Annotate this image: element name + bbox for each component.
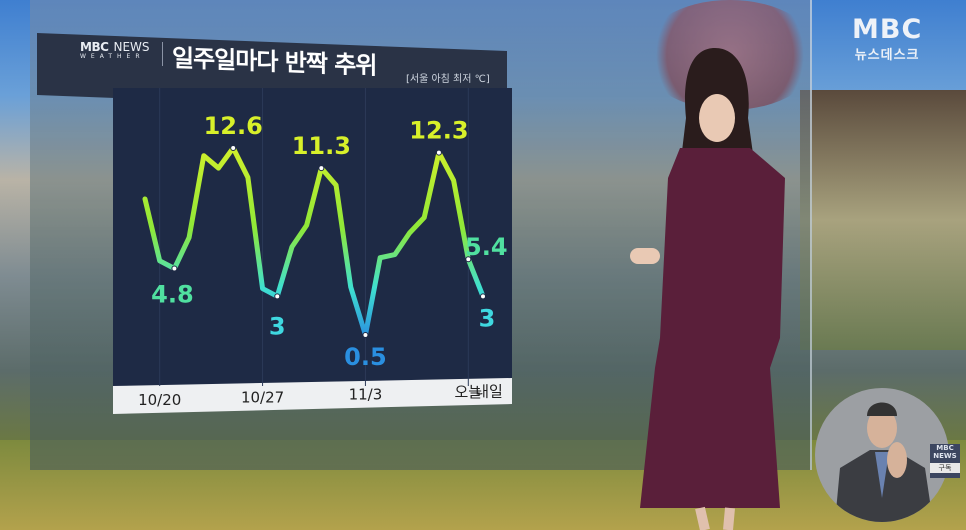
mbc-news-subscribe-badge[interactable]: MBC NEWS 구독 bbox=[930, 444, 960, 478]
weather-presenter bbox=[630, 48, 785, 530]
data-label: 4.8 bbox=[151, 281, 194, 309]
subscribe-button[interactable]: 구독 bbox=[930, 463, 960, 473]
annotated-point bbox=[318, 165, 325, 172]
mbc-news-weather-logo: MBC NEWS WEATHER bbox=[80, 36, 150, 60]
x-tick-label: 내일 bbox=[475, 383, 503, 401]
logo-news: NEWS bbox=[113, 40, 150, 54]
data-label: 12.6 bbox=[204, 112, 263, 140]
temperature-series-line bbox=[142, 145, 486, 338]
x-tick-label: 10/20 bbox=[138, 391, 181, 409]
badge-news: NEWS bbox=[933, 452, 957, 460]
annotated-point bbox=[362, 331, 369, 338]
data-label: 3 bbox=[479, 304, 496, 332]
annotated-point bbox=[435, 149, 442, 156]
x-tick-label: 오늘 bbox=[454, 383, 482, 401]
annotated-point bbox=[230, 145, 237, 151]
data-label: 12.3 bbox=[409, 117, 468, 145]
background-scene bbox=[800, 90, 966, 350]
x-tick-label: 10/27 bbox=[241, 388, 284, 406]
chart-subtitle: [서울 아침 최저 ℃] bbox=[406, 74, 490, 85]
brand-newsdesk: 뉴스데스크 bbox=[854, 48, 920, 63]
annotated-point bbox=[274, 293, 281, 300]
title-divider bbox=[162, 42, 163, 66]
mbc-newsdesk-logo: MBC 뉴스데스크 bbox=[852, 14, 923, 64]
logo-weather: WEATHER bbox=[80, 53, 145, 60]
annotated-point bbox=[480, 293, 486, 300]
data-label: 3 bbox=[269, 312, 286, 340]
brand-mbc: MBC bbox=[852, 14, 923, 45]
data-label: 5.4 bbox=[465, 233, 508, 261]
data-label: 11.3 bbox=[292, 132, 351, 160]
plot-area bbox=[113, 88, 512, 386]
sign-language-interpreter bbox=[815, 388, 949, 522]
x-axis-strip bbox=[113, 378, 512, 414]
x-tick-label: 11/3 bbox=[349, 386, 383, 404]
annotated-point bbox=[465, 256, 472, 263]
data-label: 0.5 bbox=[344, 343, 387, 371]
annotated-point bbox=[171, 265, 178, 272]
badge-mbc: MBC bbox=[936, 444, 954, 452]
logo-mbc: MBC bbox=[80, 40, 109, 54]
